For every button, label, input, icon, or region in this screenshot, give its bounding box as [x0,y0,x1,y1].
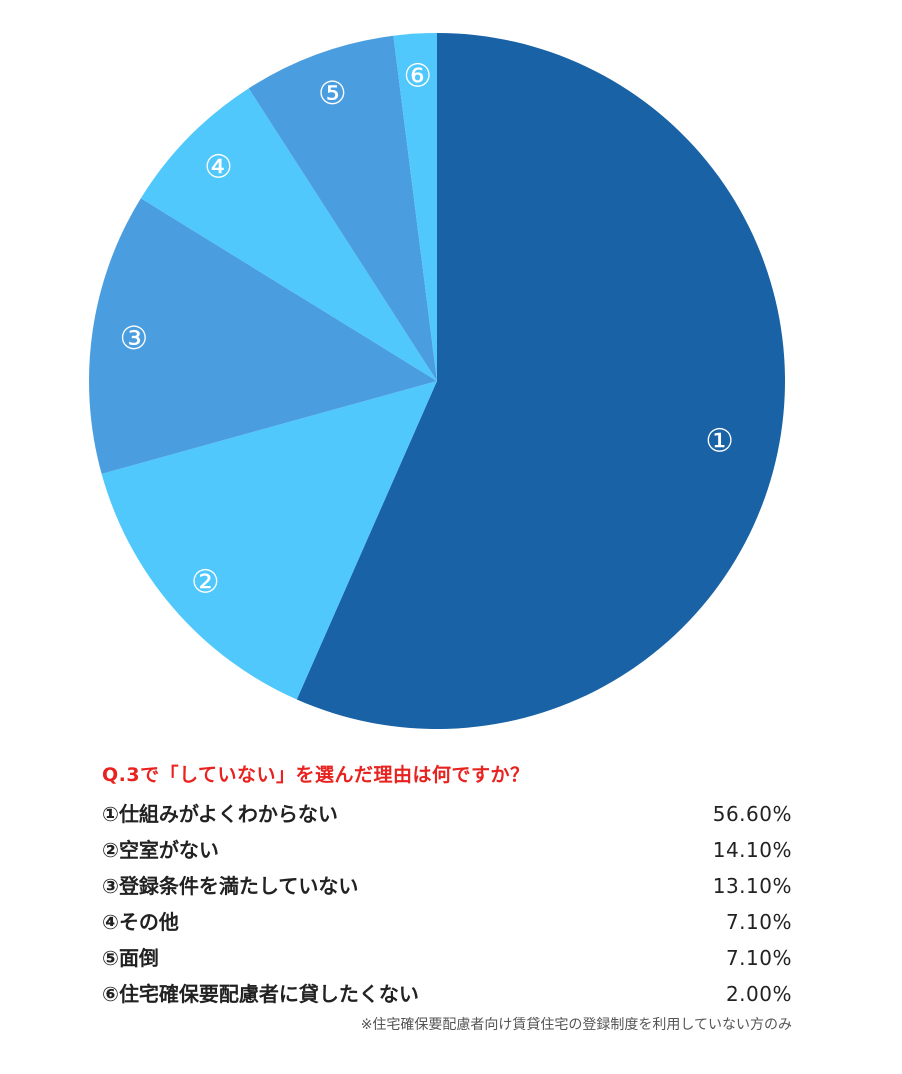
slice-label: ③ [119,319,148,357]
legend-marker: ⑤ [102,946,119,970]
pie-chart: ① ② ③ ④ ⑤ ⑥ [88,33,786,730]
pie-slice [101,381,438,700]
legend-row: ④その他 7.10% [102,904,792,940]
legend-value: 2.00% [725,982,792,1006]
legend-text: その他 [118,910,179,934]
legend-row: ②空室がない 14.10% [102,832,792,868]
legend-label: ④その他 [102,904,179,940]
legend-value: 13.10% [712,874,792,898]
pie-slice [393,33,437,381]
pie-slice [248,35,437,382]
slice-label: ⑥ [403,56,432,94]
legend-row: ⑥住宅確保要配慮者に貸したくない 2.00% [102,976,792,1012]
pie-slice [140,88,437,381]
footnote: ※住宅確保要配慮者向け賃貸住宅の登録制度を利用していない方のみ [360,1017,792,1033]
legend-label: ②空室がない [102,832,219,868]
legend-text: 面倒 [118,946,159,970]
legend-value: 56.60% [712,802,792,826]
chart-title: Q.3で「していない」を選んだ理由は何ですか？ [102,764,530,786]
pie-slice [88,198,437,474]
pie-slice [296,33,786,730]
legend-marker: ① [102,802,119,826]
legend-value: 7.10% [725,910,792,934]
legend-text: 仕組みがよくわからない [118,802,338,826]
legend-marker: ② [102,838,119,862]
legend-marker: ③ [102,874,119,898]
legend-marker: ⑥ [102,982,119,1006]
legend-label: ①仕組みがよくわからない [102,796,338,832]
legend-label: ③登録条件を満たしていない [102,868,358,904]
legend-row: ③登録条件を満たしていない 13.10% [102,868,792,904]
legend-value: 14.10% [712,838,792,862]
legend-label: ⑥住宅確保要配慮者に貸したくない [102,976,419,1012]
legend-marker: ④ [102,910,119,934]
slice-label: ④ [204,148,233,186]
slice-label: ② [191,562,220,600]
legend-text: 住宅確保要配慮者に貸したくない [118,982,419,1006]
legend-row: ①仕組みがよくわからない 56.60% [102,796,792,832]
slice-label: ① [705,421,734,459]
legend: Q.3で「していない」を選んだ理由は何ですか？ ①仕組みがよくわからない 56.… [102,758,792,1036]
legend-label: ⑤面倒 [102,940,159,976]
legend-row: ⑤面倒 7.10% [102,940,792,976]
slice-label: ⑤ [318,74,347,112]
legend-text: 登録条件を満たしていない [118,874,359,898]
legend-text: 空室がない [118,838,219,862]
legend-value: 7.10% [725,946,792,970]
